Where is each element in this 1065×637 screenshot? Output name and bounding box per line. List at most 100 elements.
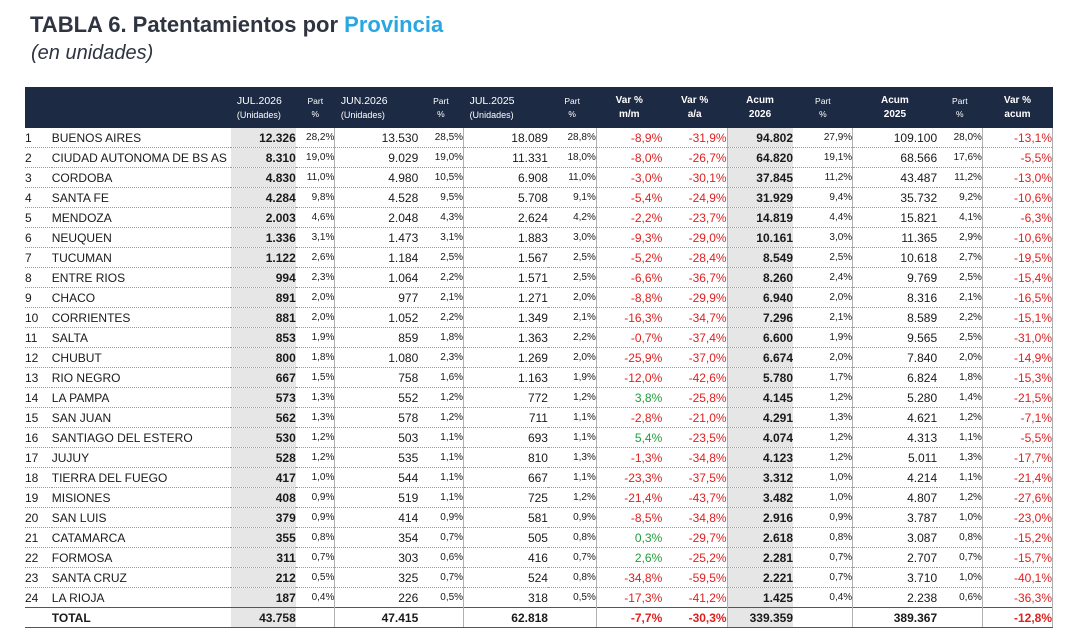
row-index: 20 bbox=[25, 507, 52, 528]
jun2026-value: 859 bbox=[334, 327, 419, 348]
acum2025-part: 2,7% bbox=[937, 247, 983, 268]
total-jun2026: 47.415 bbox=[334, 607, 419, 628]
jun2026-value: 578 bbox=[334, 407, 419, 428]
acum2026-value: 8.260 bbox=[727, 267, 793, 288]
var-aa: -31,9% bbox=[662, 128, 728, 148]
jul2025-part: 2,5% bbox=[547, 247, 597, 268]
jul2025-value: 711 bbox=[463, 407, 548, 428]
acum2026-part: 0,7% bbox=[793, 547, 854, 568]
province-name: TUCUMAN bbox=[51, 247, 231, 268]
acum2025-value: 3.710 bbox=[852, 567, 938, 588]
jul2025-part: 1,1% bbox=[547, 467, 597, 488]
total-part-4 bbox=[793, 607, 854, 628]
acum2026-value: 3.312 bbox=[727, 467, 793, 488]
jun2026-value: 519 bbox=[334, 487, 419, 508]
acum2025-value: 109.100 bbox=[852, 128, 938, 148]
acum2025-value: 2.238 bbox=[852, 587, 938, 608]
province-name: NEUQUEN bbox=[51, 227, 231, 248]
var-aa: -59,5% bbox=[662, 567, 728, 588]
total-acum2026: 339.359 bbox=[727, 607, 793, 628]
jul2026-part: 2,0% bbox=[295, 307, 336, 328]
province-name: CATAMARCA bbox=[51, 527, 231, 548]
var-mm: -34,8% bbox=[596, 567, 663, 588]
row-index: 21 bbox=[25, 527, 52, 548]
acum2025-value: 43.487 bbox=[852, 167, 938, 188]
jun2026-value: 303 bbox=[334, 547, 419, 568]
acum2025-part: 11,2% bbox=[937, 167, 983, 188]
header-part-4: Part% bbox=[793, 87, 853, 128]
var-aa: -23,5% bbox=[662, 427, 728, 448]
jul2026-value: 408 bbox=[230, 487, 296, 508]
acum2026-value: 6.674 bbox=[727, 347, 793, 368]
acum2026-part: 0,4% bbox=[793, 587, 854, 608]
var-acum: -15,3% bbox=[982, 367, 1054, 388]
acum2026-value: 2.281 bbox=[727, 547, 793, 568]
jul2026-value: 4.830 bbox=[230, 167, 296, 188]
jul2025-value: 505 bbox=[463, 527, 548, 548]
var-mm: -8,0% bbox=[596, 147, 663, 168]
header-var-acum: Var % acum bbox=[982, 87, 1053, 128]
var-mm: -5,2% bbox=[596, 247, 663, 268]
row-index: 11 bbox=[25, 327, 52, 348]
jun2026-value: 758 bbox=[334, 367, 419, 388]
var-aa: -37,4% bbox=[662, 327, 728, 348]
acum2026-part: 4,4% bbox=[793, 207, 854, 228]
jul2026-part: 3,1% bbox=[295, 227, 336, 248]
var-acum: -16,5% bbox=[982, 287, 1054, 308]
jul2026-part: 1,2% bbox=[295, 447, 336, 468]
total-row: TOTAL 43.758 47.415 62.818 -7,7% -30,3% 339.35… bbox=[25, 607, 1054, 628]
jun2026-part: 1,6% bbox=[418, 367, 465, 388]
jul2025-part: 1,1% bbox=[547, 427, 597, 448]
table-row: 12 CHUBUT 800 1,8% 1.080 2,3% 1.269 2,0% -25,9% -… bbox=[25, 347, 1054, 368]
var-acum: -40,1% bbox=[982, 567, 1054, 588]
acum2026-part: 11,2% bbox=[793, 167, 854, 188]
acum2025-part: 2,5% bbox=[937, 267, 983, 288]
acum2026-value: 4.123 bbox=[727, 447, 793, 468]
jul2025-value: 11.331 bbox=[463, 147, 548, 168]
acum2025-part: 0,7% bbox=[937, 547, 983, 568]
row-index: 1 bbox=[25, 128, 52, 148]
acum2025-value: 11.365 bbox=[852, 227, 938, 248]
table-row: 7 TUCUMAN 1.122 2,6% 1.184 2,5% 1.567 2,5% -5,2%… bbox=[25, 247, 1054, 268]
jul2025-value: 772 bbox=[463, 387, 548, 408]
jul2026-part: 1,5% bbox=[295, 367, 336, 388]
var-aa: -36,7% bbox=[662, 267, 728, 288]
total-acum2025: 389.367 bbox=[852, 607, 938, 628]
var-mm: -25,9% bbox=[596, 347, 663, 368]
var-mm: -8,5% bbox=[596, 507, 663, 528]
acum2026-value: 5.780 bbox=[727, 367, 793, 388]
jul2026-part: 1,8% bbox=[295, 347, 336, 368]
var-acum: -5,5% bbox=[982, 427, 1054, 448]
acum2026-value: 94.802 bbox=[727, 128, 793, 148]
jun2026-value: 2.048 bbox=[334, 207, 419, 228]
jun2026-value: 13.530 bbox=[334, 128, 419, 148]
row-index: 17 bbox=[25, 447, 52, 468]
jun2026-value: 414 bbox=[334, 507, 419, 528]
jun2026-part: 1,2% bbox=[418, 387, 465, 408]
row-index: 16 bbox=[25, 427, 52, 448]
jul2025-value: 581 bbox=[463, 507, 548, 528]
var-aa: -37,5% bbox=[662, 467, 728, 488]
header-part-2: Part% bbox=[418, 87, 464, 128]
jun2026-value: 977 bbox=[334, 287, 419, 308]
var-mm: -8,9% bbox=[596, 128, 663, 148]
header-acum-2026: Acum 2026 bbox=[727, 87, 793, 128]
jun2026-value: 1.052 bbox=[334, 307, 419, 328]
row-index: 3 bbox=[25, 167, 52, 188]
acum2026-value: 2.618 bbox=[727, 527, 793, 548]
acum2026-value: 3.482 bbox=[727, 487, 793, 508]
jun2026-value: 1.080 bbox=[334, 347, 419, 368]
var-acum: -23,0% bbox=[982, 507, 1054, 528]
row-index: 6 bbox=[25, 227, 52, 248]
jul2025-part: 3,0% bbox=[547, 227, 597, 248]
acum2026-part: 3,0% bbox=[793, 227, 854, 248]
acum2025-part: 1,0% bbox=[937, 507, 983, 528]
jul2025-value: 318 bbox=[463, 587, 548, 608]
var-aa: -25,2% bbox=[662, 547, 728, 568]
jun2026-value: 503 bbox=[334, 427, 419, 448]
row-index: 18 bbox=[25, 467, 52, 488]
acum2025-value: 10.618 bbox=[852, 247, 938, 268]
total-label: TOTAL bbox=[51, 607, 231, 628]
var-aa: -25,8% bbox=[662, 387, 728, 408]
jun2026-part: 0,7% bbox=[418, 527, 465, 548]
